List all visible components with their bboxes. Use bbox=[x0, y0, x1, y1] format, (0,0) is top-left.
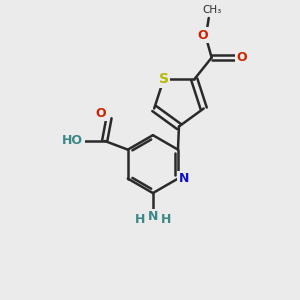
Text: S: S bbox=[159, 72, 169, 86]
Text: N: N bbox=[178, 172, 189, 185]
Text: H: H bbox=[135, 213, 145, 226]
Text: O: O bbox=[237, 51, 247, 64]
Text: CH₃: CH₃ bbox=[202, 5, 221, 15]
Text: O: O bbox=[198, 29, 208, 42]
Text: N: N bbox=[148, 210, 158, 223]
Text: HO: HO bbox=[62, 134, 83, 148]
Text: O: O bbox=[96, 107, 106, 120]
Text: H: H bbox=[161, 213, 171, 226]
